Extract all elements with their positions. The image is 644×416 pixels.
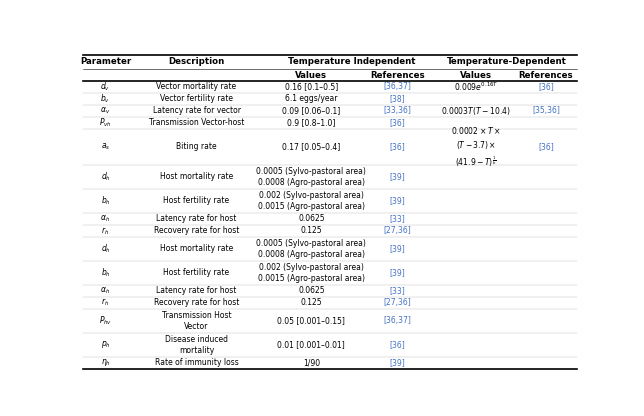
Text: [36]: [36]	[538, 82, 554, 92]
Text: Host fertility rate: Host fertility rate	[164, 268, 230, 277]
Text: [39]: [39]	[390, 196, 405, 206]
Text: $r_h$: $r_h$	[101, 225, 109, 237]
Text: 0.002 (Sylvo-pastoral area)
0.0015 (Agro-pastoral area): 0.002 (Sylvo-pastoral area) 0.0015 (Agro…	[258, 191, 365, 211]
Text: [27,36]: [27,36]	[384, 298, 412, 307]
Text: 0.05 [0.001–0.15]: 0.05 [0.001–0.15]	[278, 316, 345, 325]
Text: 1/90: 1/90	[303, 358, 320, 367]
Text: $\eta_h$: $\eta_h$	[100, 357, 110, 368]
Text: Host mortality rate: Host mortality rate	[160, 172, 233, 181]
Text: $\alpha_h$: $\alpha_h$	[100, 213, 111, 224]
Text: $\alpha_v$: $\alpha_v$	[100, 106, 111, 116]
Text: [38]: [38]	[390, 94, 405, 104]
Text: $0.0002 \times T \times$
$(T - 3.7) \times$
$(41.9 - T)^{\frac{1}{b}}$: $0.0002 \times T \times$ $(T - 3.7) \tim…	[451, 125, 501, 168]
Text: Rate of immunity loss: Rate of immunity loss	[155, 358, 238, 367]
Text: Latency rate for host: Latency rate for host	[156, 214, 237, 223]
Text: 0.17 [0.05–0.4]: 0.17 [0.05–0.4]	[282, 142, 341, 151]
Text: $d_h$: $d_h$	[100, 171, 110, 183]
Text: Recovery rate for host: Recovery rate for host	[154, 298, 239, 307]
Text: Transmission Host
Vector: Transmission Host Vector	[162, 311, 231, 331]
Text: Vector fertility rate: Vector fertility rate	[160, 94, 233, 104]
Text: $0.009e^{0.16T}$: $0.009e^{0.16T}$	[454, 81, 498, 93]
Text: Description: Description	[169, 57, 225, 67]
Text: Biting rate: Biting rate	[176, 142, 217, 151]
Text: $d_v$: $d_v$	[100, 81, 111, 93]
Text: Values: Values	[296, 71, 327, 79]
Text: 0.125: 0.125	[301, 226, 322, 235]
Text: $b_h$: $b_h$	[100, 195, 110, 207]
Text: Temperature-Dependent: Temperature-Dependent	[448, 57, 567, 67]
Text: 0.01 [0.001–0.01]: 0.01 [0.001–0.01]	[278, 340, 345, 349]
Text: References: References	[370, 71, 425, 79]
Text: [36]: [36]	[390, 340, 405, 349]
Text: Host fertility rate: Host fertility rate	[164, 196, 230, 206]
Text: 0.0625: 0.0625	[298, 214, 325, 223]
Text: Disease induced
mortality: Disease induced mortality	[165, 334, 228, 355]
Text: [35,36]: [35,36]	[532, 106, 560, 115]
Text: [33]: [33]	[390, 286, 405, 295]
Text: 0.0005 (Sylvo-pastoral area)
0.0008 (Agro-pastoral area): 0.0005 (Sylvo-pastoral area) 0.0008 (Agr…	[256, 167, 366, 187]
Text: [39]: [39]	[390, 172, 405, 181]
Text: [36]: [36]	[390, 119, 405, 127]
Text: $P_{hv}$: $P_{hv}$	[99, 314, 112, 327]
Text: [36]: [36]	[390, 142, 405, 151]
Text: Values: Values	[460, 71, 492, 79]
Text: References: References	[518, 71, 573, 79]
Text: [39]: [39]	[390, 358, 405, 367]
Text: Vector mortality rate: Vector mortality rate	[156, 82, 236, 92]
Text: $d_h$: $d_h$	[100, 243, 110, 255]
Text: 0.09 [0.06–0.1]: 0.09 [0.06–0.1]	[282, 106, 341, 115]
Text: 0.125: 0.125	[301, 298, 322, 307]
Text: $b_h$: $b_h$	[100, 267, 110, 279]
Text: [33,36]: [33,36]	[383, 106, 412, 115]
Text: 0.9 [0.8–1.0]: 0.9 [0.8–1.0]	[287, 119, 336, 127]
Text: 0.0005 (Sylvo-pastoral area)
0.0008 (Agro-pastoral area): 0.0005 (Sylvo-pastoral area) 0.0008 (Agr…	[256, 239, 366, 259]
Text: $\alpha_h$: $\alpha_h$	[100, 285, 111, 296]
Text: [27,36]: [27,36]	[384, 226, 412, 235]
Text: Parameter: Parameter	[80, 57, 131, 67]
Text: 0.0625: 0.0625	[298, 286, 325, 295]
Text: $P_{vh}$: $P_{vh}$	[99, 116, 112, 129]
Text: $a_s$: $a_s$	[100, 141, 110, 152]
Text: Transmission Vector-host: Transmission Vector-host	[149, 119, 244, 127]
Text: Recovery rate for host: Recovery rate for host	[154, 226, 239, 235]
Text: Temperature Independent: Temperature Independent	[287, 57, 415, 67]
Text: $b_v$: $b_v$	[100, 93, 111, 105]
Text: [36,37]: [36,37]	[383, 82, 412, 92]
Text: Latency rate for vector: Latency rate for vector	[153, 106, 241, 115]
Text: Latency rate for host: Latency rate for host	[156, 286, 237, 295]
Text: $p_h$: $p_h$	[100, 339, 110, 350]
Text: $0.0003T(T - 10.4)$: $0.0003T(T - 10.4)$	[441, 105, 511, 117]
Text: [36]: [36]	[538, 142, 554, 151]
Text: [39]: [39]	[390, 244, 405, 253]
Text: 6.1 eggs/year: 6.1 eggs/year	[285, 94, 337, 104]
Text: [36,37]: [36,37]	[383, 316, 412, 325]
Text: 0.002 (Sylvo-pastoral area)
0.0015 (Agro-pastoral area): 0.002 (Sylvo-pastoral area) 0.0015 (Agro…	[258, 262, 365, 283]
Text: 0.16 [0.1–0.5]: 0.16 [0.1–0.5]	[285, 82, 338, 92]
Text: [39]: [39]	[390, 268, 405, 277]
Text: $r_h$: $r_h$	[101, 297, 109, 308]
Text: [33]: [33]	[390, 214, 405, 223]
Text: Host mortality rate: Host mortality rate	[160, 244, 233, 253]
